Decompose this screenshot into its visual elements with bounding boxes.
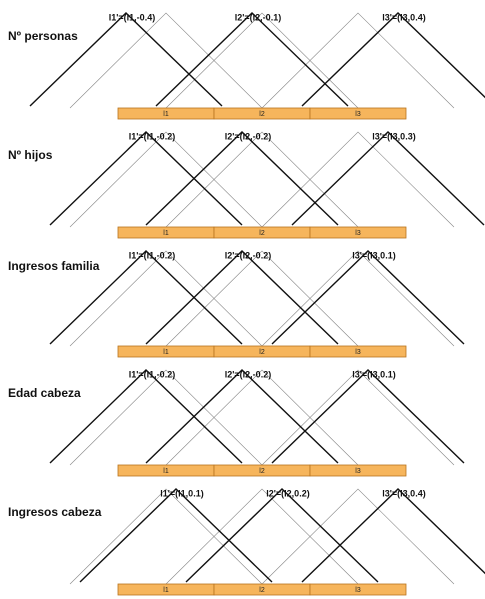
panel-title: Ingresos familia <box>8 259 100 273</box>
segment-label: l1 <box>163 587 169 594</box>
original-triangle <box>69 250 263 347</box>
shifted-triangle <box>155 12 349 107</box>
triangle-label: l1'=(l1,-0.2) <box>129 250 175 260</box>
shifted-triangle <box>79 488 273 583</box>
segment-label: l2 <box>259 587 265 594</box>
segment-label: l2 <box>259 468 265 475</box>
segment-label: l3 <box>355 587 361 594</box>
original-triangle <box>261 131 455 228</box>
shifted-triangle <box>145 369 339 464</box>
original-triangle <box>69 488 263 585</box>
segment-label: l3 <box>355 349 361 356</box>
original-triangle <box>165 369 359 466</box>
shifted-triangle <box>145 131 339 226</box>
segment-label: l1 <box>163 468 169 475</box>
segment <box>309 583 407 596</box>
segment-label: l1 <box>163 111 169 118</box>
segment-label: l3 <box>355 111 361 118</box>
triangle-label: l2'=(l2,0.2) <box>266 488 309 498</box>
triangle-label: l3'=(l3,0.4) <box>382 12 425 22</box>
triangle-label: l1'=(l1,0.1) <box>160 488 203 498</box>
triangle-label: l2'=(l2,-0.2) <box>225 250 271 260</box>
panel-title: Ingresos cabeza <box>8 505 102 519</box>
triangle-label: l3'=(l3,0.1) <box>352 250 395 260</box>
segment <box>309 107 407 120</box>
segment-label: l2 <box>259 230 265 237</box>
triangle-label: l2'=(l2,-0.2) <box>225 131 271 141</box>
shifted-triangle <box>49 369 243 464</box>
shifted-triangle <box>271 369 465 464</box>
shifted-triangle <box>185 488 379 583</box>
original-triangle <box>165 12 359 109</box>
segment-label: l1 <box>163 349 169 356</box>
segment <box>309 345 407 358</box>
original-triangle <box>165 131 359 228</box>
panel-title: Edad cabeza <box>8 386 81 400</box>
segment <box>309 226 407 239</box>
segment-label: l2 <box>259 111 265 118</box>
segment-label: l3 <box>355 468 361 475</box>
shifted-triangle <box>49 250 243 345</box>
original-triangle <box>261 369 455 466</box>
shifted-triangle <box>301 488 485 583</box>
triangle-label: l2'=(l2,-0.1) <box>235 12 281 22</box>
original-triangle <box>261 488 455 585</box>
original-triangle <box>165 250 359 347</box>
shifted-triangle <box>271 250 465 345</box>
shifted-triangle <box>301 12 485 107</box>
triangle-label: l3'=(l3,0.1) <box>352 369 395 379</box>
original-triangle <box>69 369 263 466</box>
triangle-label: l1'=(l1,-0.2) <box>129 131 175 141</box>
original-triangle <box>165 488 359 585</box>
shifted-triangle <box>291 131 485 226</box>
triangle-label: l1'=(l1,-0.4) <box>109 12 155 22</box>
original-triangle <box>261 250 455 347</box>
segment-label: l2 <box>259 349 265 356</box>
panel-title: Nº hijos <box>8 148 53 162</box>
shifted-triangle <box>145 250 339 345</box>
original-triangle <box>261 12 455 109</box>
triangle-label: l2'=(l2,-0.2) <box>225 369 271 379</box>
original-triangle <box>69 131 263 228</box>
triangle-label: l1'=(l1,-0.2) <box>129 369 175 379</box>
triangle-label: l3'=(l3,0.3) <box>372 131 415 141</box>
original-triangle <box>69 12 263 109</box>
segment-label: l3 <box>355 230 361 237</box>
triangle-label: l3'=(l3,0.4) <box>382 488 425 498</box>
shifted-triangle <box>49 131 243 226</box>
segment-label: l1 <box>163 230 169 237</box>
shifted-triangle <box>29 12 223 107</box>
segment <box>309 464 407 477</box>
panel-title: Nº personas <box>8 29 78 43</box>
